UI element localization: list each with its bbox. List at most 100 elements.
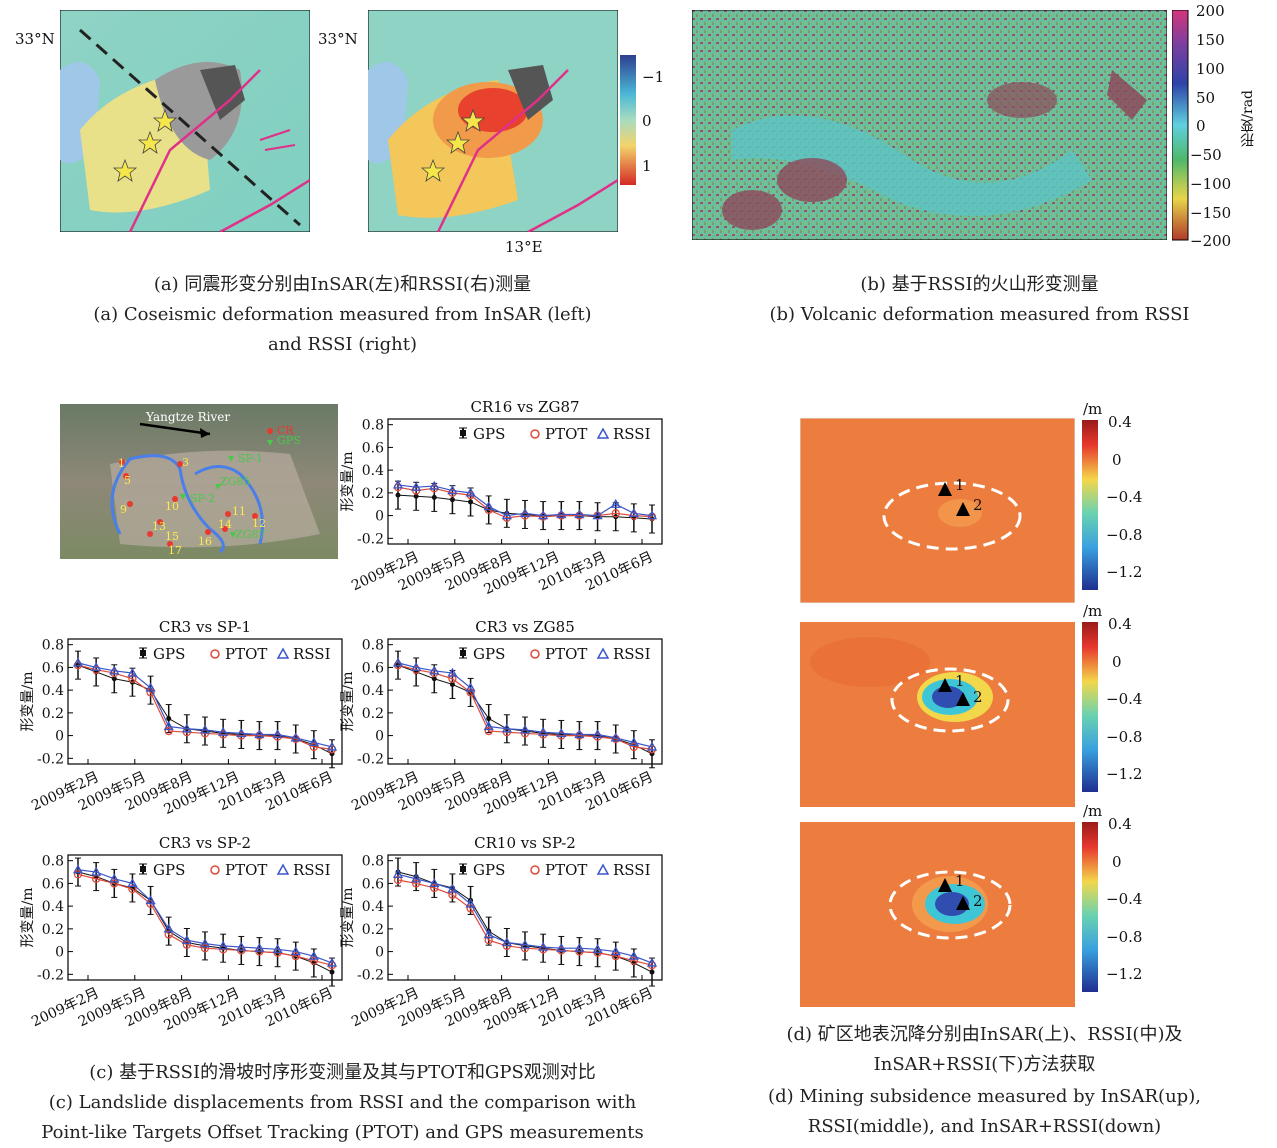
d2-point1: 1 bbox=[955, 672, 965, 690]
legend-rssi: RSSI bbox=[613, 425, 651, 443]
cr-num-17: 17 bbox=[168, 544, 182, 557]
rssi-point bbox=[181, 723, 192, 733]
ptot-point bbox=[309, 956, 319, 965]
y-tick-label: 0.2 bbox=[42, 706, 64, 722]
y-tick-label: 0.4 bbox=[362, 683, 384, 699]
legend-ptot: PTOT bbox=[545, 861, 587, 879]
caption-d-cn-2: InSAR+RSSI(下)方法获取 bbox=[873, 1054, 1096, 1075]
chart-title: CR3 vs SP-1 bbox=[159, 618, 251, 636]
plot-frame bbox=[387, 418, 663, 545]
y-tick-label: -0.2 bbox=[357, 751, 384, 767]
rssi-point bbox=[411, 873, 422, 883]
rssi-point bbox=[163, 721, 174, 731]
cb-b-tick-0: 200 bbox=[1196, 2, 1225, 20]
rssi-point bbox=[501, 510, 512, 520]
caption-a-cn: (a) 同震形变分别由InSAR(左)和RSSI(右)测量 bbox=[153, 274, 532, 295]
cb-b-tick-8: −200 bbox=[1190, 232, 1232, 250]
rssi-point bbox=[308, 737, 319, 747]
chart-title: CR3 vs SP-2 bbox=[159, 834, 251, 852]
rssi-point bbox=[72, 657, 84, 667]
y-axis-label: 形变量/m bbox=[340, 452, 356, 512]
y-axis-label: 形变量/m bbox=[20, 672, 36, 732]
rssi-point bbox=[646, 510, 658, 520]
cb-b-tick-5: −50 bbox=[1190, 146, 1222, 164]
d3-point1: 1 bbox=[955, 872, 965, 890]
rssi-point bbox=[91, 662, 102, 672]
rssi-point bbox=[290, 946, 301, 956]
mining-insar-map bbox=[800, 418, 1075, 603]
y-tick-label: 0.8 bbox=[362, 854, 384, 870]
gps-point bbox=[166, 716, 172, 722]
gps-point bbox=[449, 497, 455, 503]
d1-cb-4: −1.2 bbox=[1106, 563, 1143, 581]
rssi-line bbox=[77, 869, 333, 964]
caption-c-en-2: Point-like Targets Offset Tracking (PTOT… bbox=[41, 1122, 644, 1143]
rssi-line bbox=[77, 662, 333, 748]
y-axis-label: 形变量/m bbox=[340, 672, 356, 732]
lat-label-left: 33°N bbox=[15, 30, 55, 48]
map-legend-cr: CR bbox=[277, 424, 294, 437]
caption-c-cn: (c) 基于RSSI的滑坡时序形变测量及其与PTOT和GPS观测对比 bbox=[89, 1062, 596, 1083]
y-tick-label: 0.8 bbox=[42, 638, 64, 654]
cr-num-3: 3 bbox=[182, 456, 189, 469]
plot-frame bbox=[387, 638, 663, 765]
rssi-point bbox=[538, 510, 549, 520]
gps-sp1: SP-1 bbox=[238, 452, 264, 465]
mining-combined-map bbox=[800, 822, 1075, 1007]
rssi-point bbox=[519, 939, 531, 949]
d3-unit: /m bbox=[1083, 802, 1103, 820]
rssi-line bbox=[397, 484, 653, 517]
chart-legend: GPS PTOT RSSI bbox=[459, 425, 651, 443]
rssi-point bbox=[592, 510, 603, 520]
rssi-point bbox=[429, 878, 440, 888]
cr-num-12: 12 bbox=[252, 517, 266, 530]
mining-rssi-map bbox=[800, 622, 1075, 807]
gps-point bbox=[431, 494, 437, 500]
chart-title: CR3 vs ZG85 bbox=[475, 618, 575, 636]
rssi-point bbox=[236, 728, 247, 737]
rssi-point bbox=[199, 724, 211, 734]
legend-rssi: RSSI bbox=[613, 645, 651, 663]
ptot-line bbox=[77, 873, 333, 966]
rssi-point bbox=[574, 729, 585, 739]
ptot-point bbox=[73, 870, 83, 879]
y-axis-label: 形变量/m bbox=[340, 888, 356, 948]
rssi-point bbox=[501, 723, 512, 733]
gps-point bbox=[649, 969, 655, 975]
rssi-point bbox=[465, 682, 476, 692]
rssi-point bbox=[628, 737, 639, 747]
chart-4: CR10 vs SP-2形变量/m-0.200.20.40.60.82009年2… bbox=[340, 834, 663, 1034]
rssi-point bbox=[218, 940, 229, 950]
rssi-point bbox=[483, 501, 494, 511]
d1-unit: /m bbox=[1083, 400, 1103, 418]
rssi-point bbox=[610, 498, 621, 508]
rssi-point bbox=[538, 941, 549, 951]
d3-point2: 2 bbox=[973, 892, 983, 910]
gps-zg85: ZG85 bbox=[220, 475, 251, 488]
ptot-point bbox=[182, 940, 192, 949]
rssi-coseismic-map bbox=[368, 10, 618, 232]
ptot-point bbox=[411, 879, 421, 888]
rssi-point bbox=[447, 485, 458, 495]
rssi-point bbox=[254, 729, 265, 739]
cb-b-tick-3: 50 bbox=[1196, 89, 1216, 107]
rssi-point bbox=[628, 950, 639, 960]
chart-legend: GPS PTOT RSSI bbox=[459, 861, 651, 879]
insar-coseismic-map bbox=[60, 10, 310, 232]
rssi-point bbox=[392, 479, 404, 489]
panel-d-colorbars bbox=[1082, 420, 1098, 992]
rssi-line bbox=[397, 873, 653, 964]
gps-point bbox=[486, 716, 492, 722]
legend-rssi: RSSI bbox=[613, 861, 651, 879]
ptot-point bbox=[128, 674, 137, 683]
rssi-point bbox=[610, 946, 621, 956]
y-tick-label: 0.8 bbox=[362, 638, 384, 654]
y-tick-label: 0.4 bbox=[362, 463, 384, 479]
ptot-point bbox=[484, 726, 493, 736]
y-tick-label: 0 bbox=[55, 945, 64, 961]
y-tick-label: 0.4 bbox=[42, 899, 64, 915]
rssi-point bbox=[646, 741, 658, 751]
d3-cb-3: −0.8 bbox=[1106, 928, 1143, 946]
y-tick-label: 0.2 bbox=[362, 486, 384, 502]
rssi-point bbox=[145, 895, 156, 905]
